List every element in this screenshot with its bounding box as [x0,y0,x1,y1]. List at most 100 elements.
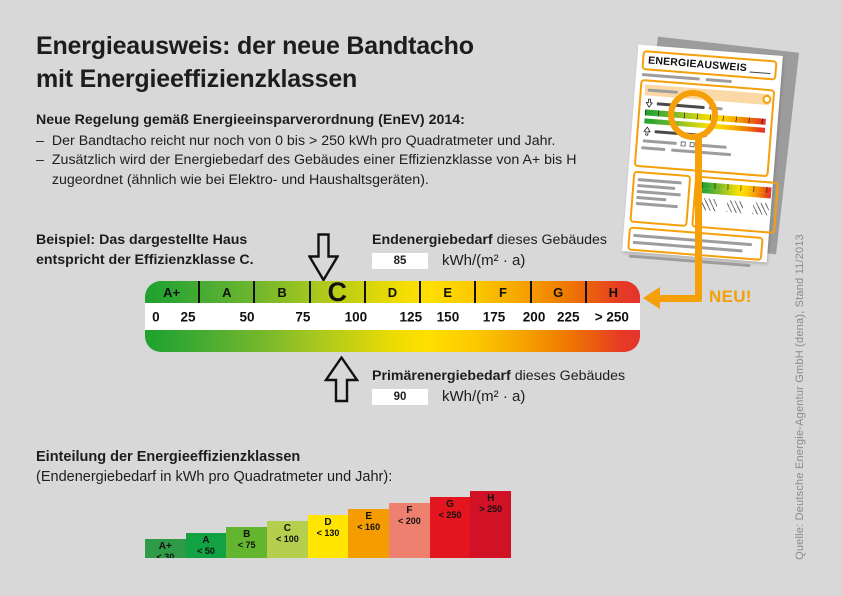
band-class-c-current: C [311,281,366,306]
intro-heading: Neue Regelung gemäß Energieeinsparverord… [36,112,465,128]
block-label: H [487,493,495,504]
block-label: G [446,499,454,510]
band-class-f: F [476,281,532,303]
class-block-g: G < 250 [429,497,471,558]
block-limit: > 250 [479,504,503,514]
end-energy-value: 85 [372,253,428,269]
primary-energy-value: 90 [372,389,428,405]
bullet-dash: – [36,152,44,168]
document-main-box [633,78,776,178]
scale-tick: 125 [399,309,423,324]
hatch-group [726,200,744,214]
placeholder-bar [641,146,666,152]
hatch-marks [700,198,770,216]
placeholder-bar [705,78,732,84]
mini-end-energy-row [645,98,766,116]
document-title-rule [749,71,771,75]
bullet-text: Zusätzlich wird der Energiebedarf des Ge… [51,152,577,188]
example-caption: Beispiel: Das dargestellte Haus entspric… [36,231,254,270]
placeholder-bar [636,195,667,202]
block-limit: < 160 [357,522,381,532]
arrow-up-icon [324,356,359,403]
page-title-line2: mit Energieeffizienzklassen [36,65,358,93]
scale-tick: 75 [295,309,311,324]
mini-arrow-down-icon [645,98,654,108]
band-class-a-plus: A+ [145,281,201,303]
band-class-b: B [255,281,311,303]
mini-arrow-up-icon [643,126,651,136]
connector-line-vertical [695,138,702,300]
block-limit: < 250 [438,510,462,520]
block-limit: < 200 [397,516,421,526]
hatch-group [700,198,718,212]
placeholder-bar [637,178,682,185]
checkbox-icon [680,141,686,147]
bullet-dash: – [36,132,44,149]
band-class-e: E [421,281,477,303]
primary-energy-label: Primärenergiebedarf dieses Gebäudes [372,367,625,385]
mini-primary-energy-row [643,126,764,144]
end-energy-label: Endenergiebedarf dieses Gebäudes [372,231,607,249]
placeholder-bar [642,139,677,145]
band-gradient-strip [145,330,640,352]
document-comparison-box [691,175,779,234]
end-energy-label-rest: dieses Gebäudes [492,232,607,248]
block-label: E [365,511,373,522]
arrow-left-icon [643,287,660,309]
scale-tick: 100 [344,309,368,324]
classification-heading-block: Einteilung der Energieeffizienzklassen (… [36,447,392,487]
block-limit: < 130 [316,528,340,538]
scale-tick: 0 [152,309,160,324]
example-line2: entspricht der Effizienzklasse C. [36,251,254,268]
primary-energy-value-row: 90 kWh/(m² · a) [372,388,625,406]
class-block-h: H > 250 [470,491,512,558]
end-energy-value-row: 85 kWh/(m² · a) [372,252,607,270]
class-block-a: A < 50 [185,533,227,558]
block-label: A [202,535,210,546]
class-block-d: D < 130 [307,515,349,558]
list-item: – Der Bandtacho reicht nur noch von 0 bi… [36,132,596,152]
arrow-down-icon [308,233,339,282]
block-limit: < 50 [197,546,215,556]
class-block-a-plus: A+ < 30 [145,539,186,558]
example-line1: Beispiel: Das dargestellte Haus [36,232,248,248]
placeholder-bar [698,143,727,149]
placeholder-bar [637,183,676,190]
end-energy-label-bold: Endenergiebedarf [372,232,493,248]
magnifier-circle-icon [668,90,718,140]
placeholder-bar [636,189,681,197]
scale-tick: > 250 [594,309,629,324]
placeholder-bar [635,201,678,209]
end-energy-block: Endenergiebedarf dieses Gebäudes 85 kWh/… [372,231,607,270]
block-label: D [324,517,332,528]
block-limit: < 30 [156,552,175,558]
scale-tick: 150 [436,309,460,324]
document-title: ENERGIEAUSWEIS [647,54,748,75]
block-label: C [283,523,291,534]
page-title-line1: Energieausweis: der neue Bandtacho [36,32,474,60]
primary-energy-label-rest: dieses Gebäudes [510,368,626,384]
classification-stairs: A+ < 30 A < 50 B < 75 C < 100 D < 130 E … [145,490,512,558]
block-label: B [243,529,251,540]
block-limit: < 100 [275,534,299,544]
classification-subheading: (Endenergiebedarf in kWh pro Quadratmete… [36,469,393,485]
primary-energy-block: Primärenergiebedarf dieses Gebäudes 90 k… [372,367,625,406]
primary-energy-label-bold: Primärenergiebedarf [372,368,511,384]
scale-tick: 25 [180,309,196,324]
source-caption: Quelle: Deutsche Energie-Agentur GmbH (d… [794,234,806,560]
document-text-box [629,170,692,228]
page-title: Energieausweis: der neue Bandtacho mit E… [36,30,474,96]
class-block-f: F < 200 [389,503,430,558]
energieausweis-document: ENERGIEAUSWEIS [622,36,800,277]
end-energy-unit: kWh/(m² · a) [442,252,526,269]
scale-tick: 175 [482,309,506,324]
scale-tick: 200 [522,309,546,324]
mini-comparison-band [700,182,772,199]
block-limit: < 75 [237,540,256,550]
scale-tick: 225 [556,309,580,324]
class-block-e: E < 160 [348,509,390,558]
scale-tick: 50 [239,309,255,324]
class-block-b: B < 75 [226,527,268,558]
band-class-d: D [366,281,422,303]
